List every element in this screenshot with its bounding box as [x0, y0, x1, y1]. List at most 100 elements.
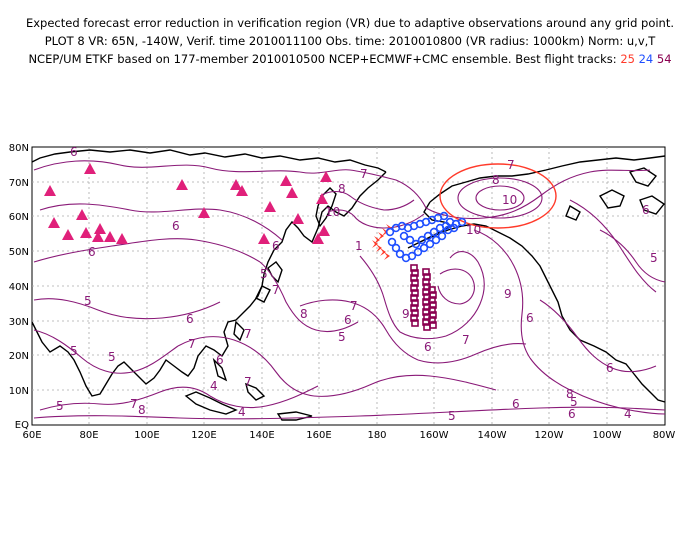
lat-tick-label: EQ: [15, 420, 29, 431]
track-marker-purple: [410, 304, 418, 312]
track-marker-red: [372, 240, 378, 248]
track-marker-red: [376, 244, 382, 252]
contour-label: 5: [260, 267, 268, 281]
contour-label: 7: [507, 158, 515, 172]
lon-tick-label: 160E: [306, 430, 331, 441]
track-marker-blue: [407, 251, 417, 261]
contour-label: 9: [504, 287, 512, 301]
observation-triangle: [116, 233, 128, 244]
contour-label: 8: [566, 387, 574, 401]
lat-tick-label: 20N: [9, 351, 29, 362]
contour-label: 10: [325, 205, 340, 219]
observation-triangle: [176, 179, 188, 190]
lon-tick-label: 120W: [535, 430, 564, 441]
contour-label: 6: [344, 313, 352, 327]
figure-title: Expected forecast error reduction in ver…: [0, 14, 700, 68]
contour-label: 4: [210, 379, 218, 393]
observation-triangle: [92, 231, 104, 242]
track-marker-purple: [410, 294, 418, 302]
track-marker-blue: [385, 227, 395, 237]
latitude-labels: EQ 10N 20N 30N 40N 50N 60N 70N 80N: [9, 143, 29, 431]
contour-label: 8: [138, 403, 146, 417]
contour-label: 7: [350, 299, 358, 313]
track-marker-purple: [429, 321, 437, 329]
contour-label: 5: [108, 350, 116, 364]
contour-label: 6: [526, 311, 534, 325]
contour-label: 4: [624, 407, 632, 421]
track-marker-blue: [449, 223, 459, 233]
flight-track-purple: [410, 264, 437, 331]
track-marker-blue: [425, 239, 435, 249]
contour-label: 10: [502, 193, 517, 207]
track-marker-blue: [399, 231, 409, 241]
observation-triangle: [62, 229, 74, 240]
contour-label: 6: [424, 340, 432, 354]
lon-tick-label: 120E: [191, 430, 216, 441]
verification-region-circle: [439, 163, 557, 229]
contour-label: 5: [338, 330, 346, 344]
track-marker-red: [384, 252, 390, 260]
lon-tick-label: 180: [367, 430, 386, 441]
track-marker-purple: [429, 301, 437, 309]
contour-label: 6: [606, 361, 614, 375]
track-marker-blue: [437, 231, 447, 241]
contour-label: 10: [466, 223, 481, 237]
track-marker-purple: [423, 273, 431, 281]
observation-triangle: [318, 225, 330, 236]
track-a-label: 25: [620, 52, 635, 66]
track-marker-blue: [395, 249, 405, 259]
track-marker-purple: [429, 311, 437, 319]
lon-tick-label: 100E: [134, 430, 159, 441]
contour-label: 6: [272, 239, 280, 253]
longitude-labels: 60E 80E 100E 120E 140E 160E 180 160W 140…: [22, 430, 675, 441]
contour-label: 7: [188, 337, 196, 351]
contours: [33, 160, 666, 420]
contour-label: 7: [130, 397, 138, 411]
track-marker-blue: [413, 247, 423, 257]
track-marker-purple: [411, 299, 419, 307]
lat-tick-label: 40N: [9, 282, 29, 293]
lon-tick-label: 140W: [478, 430, 507, 441]
observation-triangle: [292, 213, 304, 224]
contour-label: 6: [642, 203, 650, 217]
observation-triangle: [312, 233, 324, 244]
contour-label: 5: [56, 399, 64, 413]
lon-tick-label: 80W: [653, 430, 676, 441]
contour-label: 7: [462, 333, 470, 347]
track-marker-purple: [410, 314, 418, 322]
track-marker-purple: [410, 284, 418, 292]
track-marker-blue: [405, 235, 415, 245]
observation-sites: [44, 163, 332, 244]
contour-label: 6: [216, 353, 224, 367]
contour-labels: 6 7 8 10 10 1 6 6 6 5 5 5 6 7 7 8 6 5 7 …: [56, 145, 658, 423]
lat-tick-label: 60N: [9, 212, 29, 223]
observation-triangle: [44, 185, 56, 196]
track-marker-purple: [428, 286, 436, 294]
observation-triangle: [320, 171, 332, 182]
title-line-3-prefix: NCEP/UM ETKF based on 177-member 2010010…: [28, 52, 617, 66]
observation-triangle: [286, 187, 298, 198]
track-marker-blue: [417, 235, 427, 245]
observation-triangle: [104, 231, 116, 242]
track-marker-purple: [410, 274, 418, 282]
contour-label: 7: [244, 327, 252, 341]
track-marker-purple: [422, 268, 430, 276]
track-marker-red: [382, 228, 388, 236]
contour-label: 5: [84, 294, 92, 308]
contour-label: 8: [492, 173, 500, 187]
track-marker-red: [378, 232, 384, 240]
track-marker-blue: [457, 217, 467, 227]
contour-label: 8: [338, 182, 346, 196]
track-marker-purple: [411, 309, 419, 317]
track-marker-blue: [419, 243, 429, 253]
track-marker-blue: [391, 243, 401, 253]
track-marker-blue: [423, 231, 433, 241]
contour-label: 7: [360, 167, 368, 181]
contour-label: 5: [448, 409, 456, 423]
track-marker-purple: [410, 264, 418, 272]
track-marker-blue: [441, 221, 451, 231]
track-marker-blue: [429, 227, 439, 237]
track-marker-purple: [411, 289, 419, 297]
flight-track-blue: [385, 211, 467, 263]
observation-triangle: [230, 179, 242, 190]
